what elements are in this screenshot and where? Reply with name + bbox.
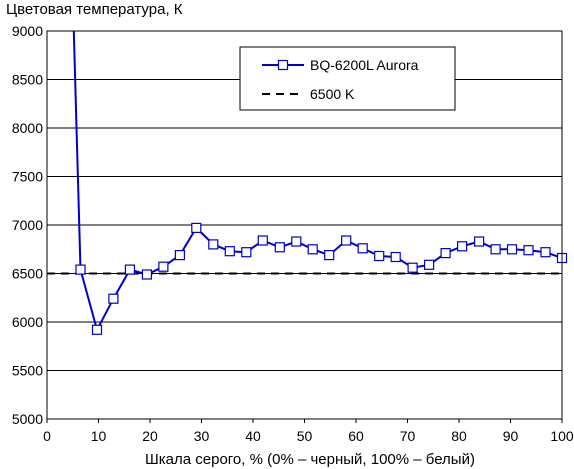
y-axis-label: Цветовая температура, К	[6, 1, 183, 18]
data-point	[291, 236, 302, 247]
y-tick-label: 6500	[12, 266, 43, 282]
data-point	[274, 242, 285, 253]
y-tick-label: 5500	[12, 363, 43, 379]
data-point	[108, 293, 119, 304]
y-tick-label: 8000	[12, 120, 43, 136]
data-point	[91, 324, 103, 335]
x-tick-label: 50	[297, 428, 313, 444]
y-tick-label: 9000	[12, 23, 43, 39]
data-point	[390, 251, 401, 263]
data-point	[324, 250, 335, 261]
y-tick-label: 7000	[12, 217, 43, 233]
data-point	[374, 250, 385, 262]
data-point	[191, 222, 202, 233]
x-tick-label: 90	[503, 428, 519, 444]
y-tick-labels: 5000 5500 6000 6500 7000 7500 8000 8500 9000	[12, 23, 43, 427]
data-point	[523, 245, 534, 256]
data-point	[357, 243, 368, 254]
legend-label-reference: 6500 K	[310, 86, 355, 102]
x-axis-label: Шкала серого, % (0% – черный, 100% – бел…	[145, 451, 475, 468]
data-point	[424, 259, 435, 270]
data-point	[158, 261, 169, 272]
y-tick-label: 6000	[12, 314, 43, 330]
legend-label-series-1: BQ-6200L Aurora	[310, 57, 419, 73]
data-point	[257, 235, 268, 246]
data-point	[124, 264, 136, 275]
data-point	[75, 264, 86, 275]
data-point	[241, 247, 252, 258]
data-point	[307, 244, 318, 255]
data-point	[341, 235, 352, 246]
data-point	[224, 246, 235, 257]
x-tick-labels: 0 10 20 30 40 50 60 70 80 90 100	[43, 419, 574, 444]
x-tick-label: 0	[43, 428, 51, 444]
data-point	[506, 244, 518, 255]
data-point	[208, 239, 219, 250]
data-point	[474, 236, 485, 247]
data-point	[407, 262, 418, 273]
legend-marker-series-1	[277, 59, 289, 71]
y-tick-label: 5000	[12, 411, 43, 427]
x-tick-label: 30	[194, 428, 210, 444]
x-tick-label: 100	[550, 428, 574, 444]
data-point	[457, 241, 468, 252]
y-tick-label: 7500	[12, 169, 43, 185]
x-tick-label: 10	[91, 428, 107, 444]
data-point	[490, 244, 501, 255]
y-tick-label: 8500	[12, 72, 43, 88]
x-tick-label: 70	[400, 428, 416, 444]
data-point	[540, 247, 551, 258]
x-tick-label: 80	[451, 428, 467, 444]
x-tick-label: 40	[245, 428, 261, 444]
legend-box	[239, 46, 456, 111]
x-tick-label: 20	[142, 428, 158, 444]
x-tick-label: 60	[348, 428, 364, 444]
data-point	[174, 250, 185, 261]
data-point	[141, 269, 152, 280]
data-point	[440, 248, 451, 259]
legend: BQ-6200L Aurora 6500 K	[239, 46, 456, 111]
